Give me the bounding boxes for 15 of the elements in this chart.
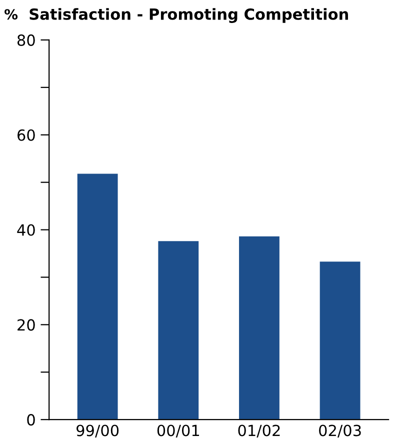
y-tick-label: 0 xyxy=(27,414,35,426)
y-tick-label: 80 xyxy=(17,34,35,46)
x-tick-label: 00/01 xyxy=(157,424,200,438)
bar xyxy=(158,241,199,420)
bar xyxy=(77,174,118,420)
y-tick-label: 40 xyxy=(17,224,35,236)
y-tick-label: 20 xyxy=(18,319,35,331)
x-tick-label: 02/03 xyxy=(319,424,361,438)
bar xyxy=(320,262,360,420)
chart-title: Satisfaction - Promoting Competition xyxy=(30,8,348,23)
y-tick-label: 60 xyxy=(18,129,35,141)
bar xyxy=(239,236,280,420)
y-axis-title: % xyxy=(4,9,18,20)
x-tick-label: 99/00 xyxy=(76,424,119,438)
x-tick-label: 01/02 xyxy=(238,424,280,438)
